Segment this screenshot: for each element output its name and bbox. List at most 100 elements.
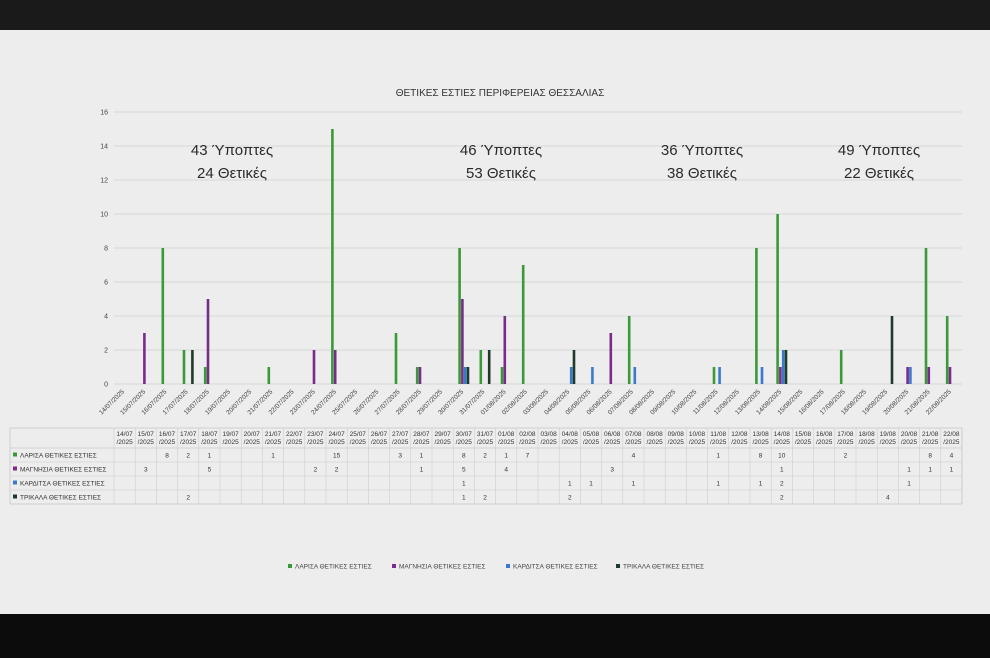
table-header-cell: /2025	[434, 439, 451, 446]
table-cell: 1	[950, 467, 954, 474]
table-cell: 2	[483, 495, 487, 502]
bar-2	[333, 350, 337, 384]
table-header-cell: 17/08	[837, 431, 854, 438]
annotation-text: 22 Θετικές	[844, 165, 914, 182]
y-tick-label: 12	[100, 178, 108, 185]
table-header-cell: 15/07	[138, 431, 155, 438]
table-cell: 1	[208, 453, 212, 460]
table-cell: 15	[333, 453, 341, 460]
table-header-cell: /2025	[752, 439, 769, 446]
bar-1	[203, 367, 207, 384]
table-cell: 4	[950, 453, 954, 460]
table-header-cell: /2025	[943, 439, 960, 446]
table-cell: 4	[886, 495, 890, 502]
table-header-cell: 19/08	[880, 431, 897, 438]
bar-3	[591, 367, 594, 384]
bar-3	[909, 367, 912, 384]
table-cell: 1	[420, 467, 424, 474]
annotation-text: 46 Ύποπτες	[460, 142, 542, 159]
table-cell: 2	[186, 453, 190, 460]
bar-2	[906, 367, 909, 384]
table-header-cell: 31/07	[477, 431, 494, 438]
y-tick-label: 6	[104, 280, 108, 287]
table-row-label: ΛΑΡΙΣΑ ΘΕΤΙΚΕΣ ΕΣΤΙΕΣ	[20, 453, 97, 460]
table-header-cell: /2025	[456, 439, 473, 446]
table-header-cell: /2025	[328, 439, 345, 446]
table-cell: 1	[780, 467, 784, 474]
bar-1	[776, 214, 779, 384]
table-cell: 8	[462, 453, 466, 460]
y-tick-label: 10	[100, 212, 108, 219]
table-header-cell: /2025	[922, 439, 939, 446]
bar-1	[415, 367, 419, 384]
table-cell: 1	[632, 481, 636, 488]
table-header-cell: /2025	[731, 439, 748, 446]
table-header-cell: 13/08	[752, 431, 769, 438]
table-row-label: ΜΑΓΝΗΣΙΑ ΘΕΤΙΚΕΣ ΕΣΤΙΕΣ	[20, 467, 106, 474]
legend-swatch	[288, 564, 292, 568]
y-tick-label: 8	[104, 246, 108, 253]
table-header-cell: /2025	[646, 439, 663, 446]
table-cell: 3	[144, 467, 148, 474]
chart-title: ΘΕΤΙΚΕΣ ΕΣΤΙΕΣ ΠΕΡΙΦΕΡΕΙΑΣ ΘΕΣΣΑΛΙΑΣ	[396, 88, 605, 99]
bar-1	[458, 248, 461, 384]
table-cell: 1	[504, 453, 508, 460]
bar-1	[755, 248, 758, 384]
annotation-text: 38 Θετικές	[667, 165, 737, 182]
y-tick-label: 4	[104, 314, 108, 321]
bar-1	[394, 333, 398, 384]
table-header-cell: 25/07	[350, 431, 367, 438]
bar-2	[206, 299, 210, 384]
table-header-cell: /2025	[837, 439, 854, 446]
bar-1	[521, 265, 525, 384]
table-header-cell: /2025	[392, 439, 409, 446]
table-header-cell: 22/08	[943, 431, 960, 438]
table-header-cell: 23/07	[307, 431, 324, 438]
bar-2	[461, 299, 464, 384]
bar-4	[572, 350, 576, 384]
table-cell: 1	[420, 453, 424, 460]
table-cell: 2	[844, 453, 848, 460]
table-cell: 1	[271, 453, 275, 460]
legend-label: ΛΑΡΙΣΑ ΘΕΤΙΚΕΣ ΕΣΤΙΕΣ	[295, 564, 372, 571]
table-header-cell: /2025	[371, 439, 388, 446]
bar-2	[948, 367, 952, 384]
bar-2	[143, 333, 146, 384]
table-header-cell: /2025	[880, 439, 897, 446]
bar-3	[633, 367, 637, 384]
table-header-cell: /2025	[244, 439, 261, 446]
table-header-cell: 02/08	[519, 431, 536, 438]
table-header-cell: 19/07	[222, 431, 239, 438]
table-header-cell: /2025	[816, 439, 833, 446]
bar-1	[839, 350, 843, 384]
table-cell: 10	[778, 453, 786, 460]
bar-3	[463, 367, 467, 384]
bar-2	[609, 333, 613, 384]
monitor-bottom-bezel	[0, 614, 990, 658]
table-cell: 4	[504, 467, 508, 474]
table-cell: 7	[526, 453, 530, 460]
table-cell: 8	[928, 453, 932, 460]
bar-4	[784, 350, 788, 384]
table-cell: 1	[716, 453, 720, 460]
table-header-cell: 05/08	[583, 431, 600, 438]
table-header-cell: 18/07	[201, 431, 218, 438]
legend-label: ΚΑΡΔΙΤΣΑ ΘΕΤΙΚΕΣ ΕΣΤΙΕΣ	[513, 564, 598, 571]
table-cell: 1	[907, 467, 911, 474]
table-header-cell: /2025	[858, 439, 875, 446]
table-header-cell: /2025	[583, 439, 600, 446]
bar-1	[479, 350, 483, 384]
y-tick-label: 16	[100, 110, 108, 117]
bar-1	[331, 129, 334, 384]
annotation-text: 53 Θετικές	[466, 165, 536, 182]
table-header-cell: /2025	[477, 439, 494, 446]
bar-2	[312, 350, 316, 384]
table-cell: 3	[610, 467, 614, 474]
table-header-cell: /2025	[116, 439, 133, 446]
table-header-cell: /2025	[795, 439, 812, 446]
monitor-screen	[0, 30, 990, 614]
table-header-cell: 14/08	[774, 431, 791, 438]
table-row-label: ΤΡΙΚΑΛΑ ΘΕΤΙΚΕΣ ΕΣΤΙΕΣ	[20, 495, 101, 502]
table-header-cell: 24/07	[328, 431, 345, 438]
